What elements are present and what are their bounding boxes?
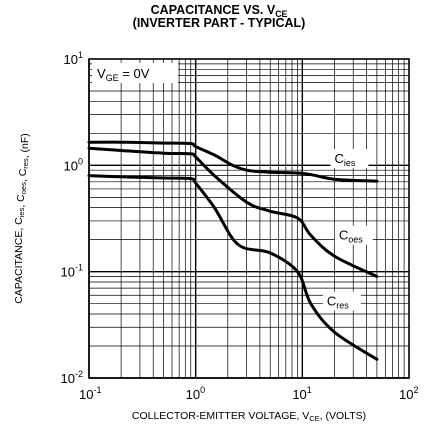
vge-annotation: VGE = 0V [92,63,178,83]
x-tick-label: 102 [399,385,418,402]
series-label-bg [334,225,373,245]
y-axis-label: CAPACITANCE, Cies, Coes, Cres, (nF) [13,133,31,304]
annotation-box [92,63,178,83]
series-label-bg [322,291,361,311]
cies-curve [87,140,379,183]
x-axis-label: COLLECTOR-EMITTER VOLTAGE, VCE, (VOLTS) [132,410,366,423]
x-tick-label: 10-1 [79,385,101,402]
cres-label: Cres [327,294,349,311]
series-labels: Cies Coes Cres [322,149,373,311]
x-tick-label: 100 [186,385,205,402]
y-tick-label: 10-2 [61,369,83,386]
coes-label: Coes [339,228,363,245]
plot-frame [88,58,410,379]
y-tick-label: 10-1 [61,263,83,280]
series-label-bg [330,149,369,169]
cres-curve [87,174,379,361]
y-tick-label: 100 [64,156,83,173]
chart-title: CAPACITANCE VS. VCE [150,3,288,19]
y-tick-label: 101 [64,50,83,67]
series-curves [87,140,379,361]
vge-label: VGE = 0V [97,66,150,83]
cies-label: Cies [334,151,355,168]
x-tick-label: 101 [292,385,311,402]
grid-lines [88,59,409,379]
chart-subtitle: (INVERTER PART - TYPICAL) [132,16,306,30]
coes-curve [87,146,379,278]
